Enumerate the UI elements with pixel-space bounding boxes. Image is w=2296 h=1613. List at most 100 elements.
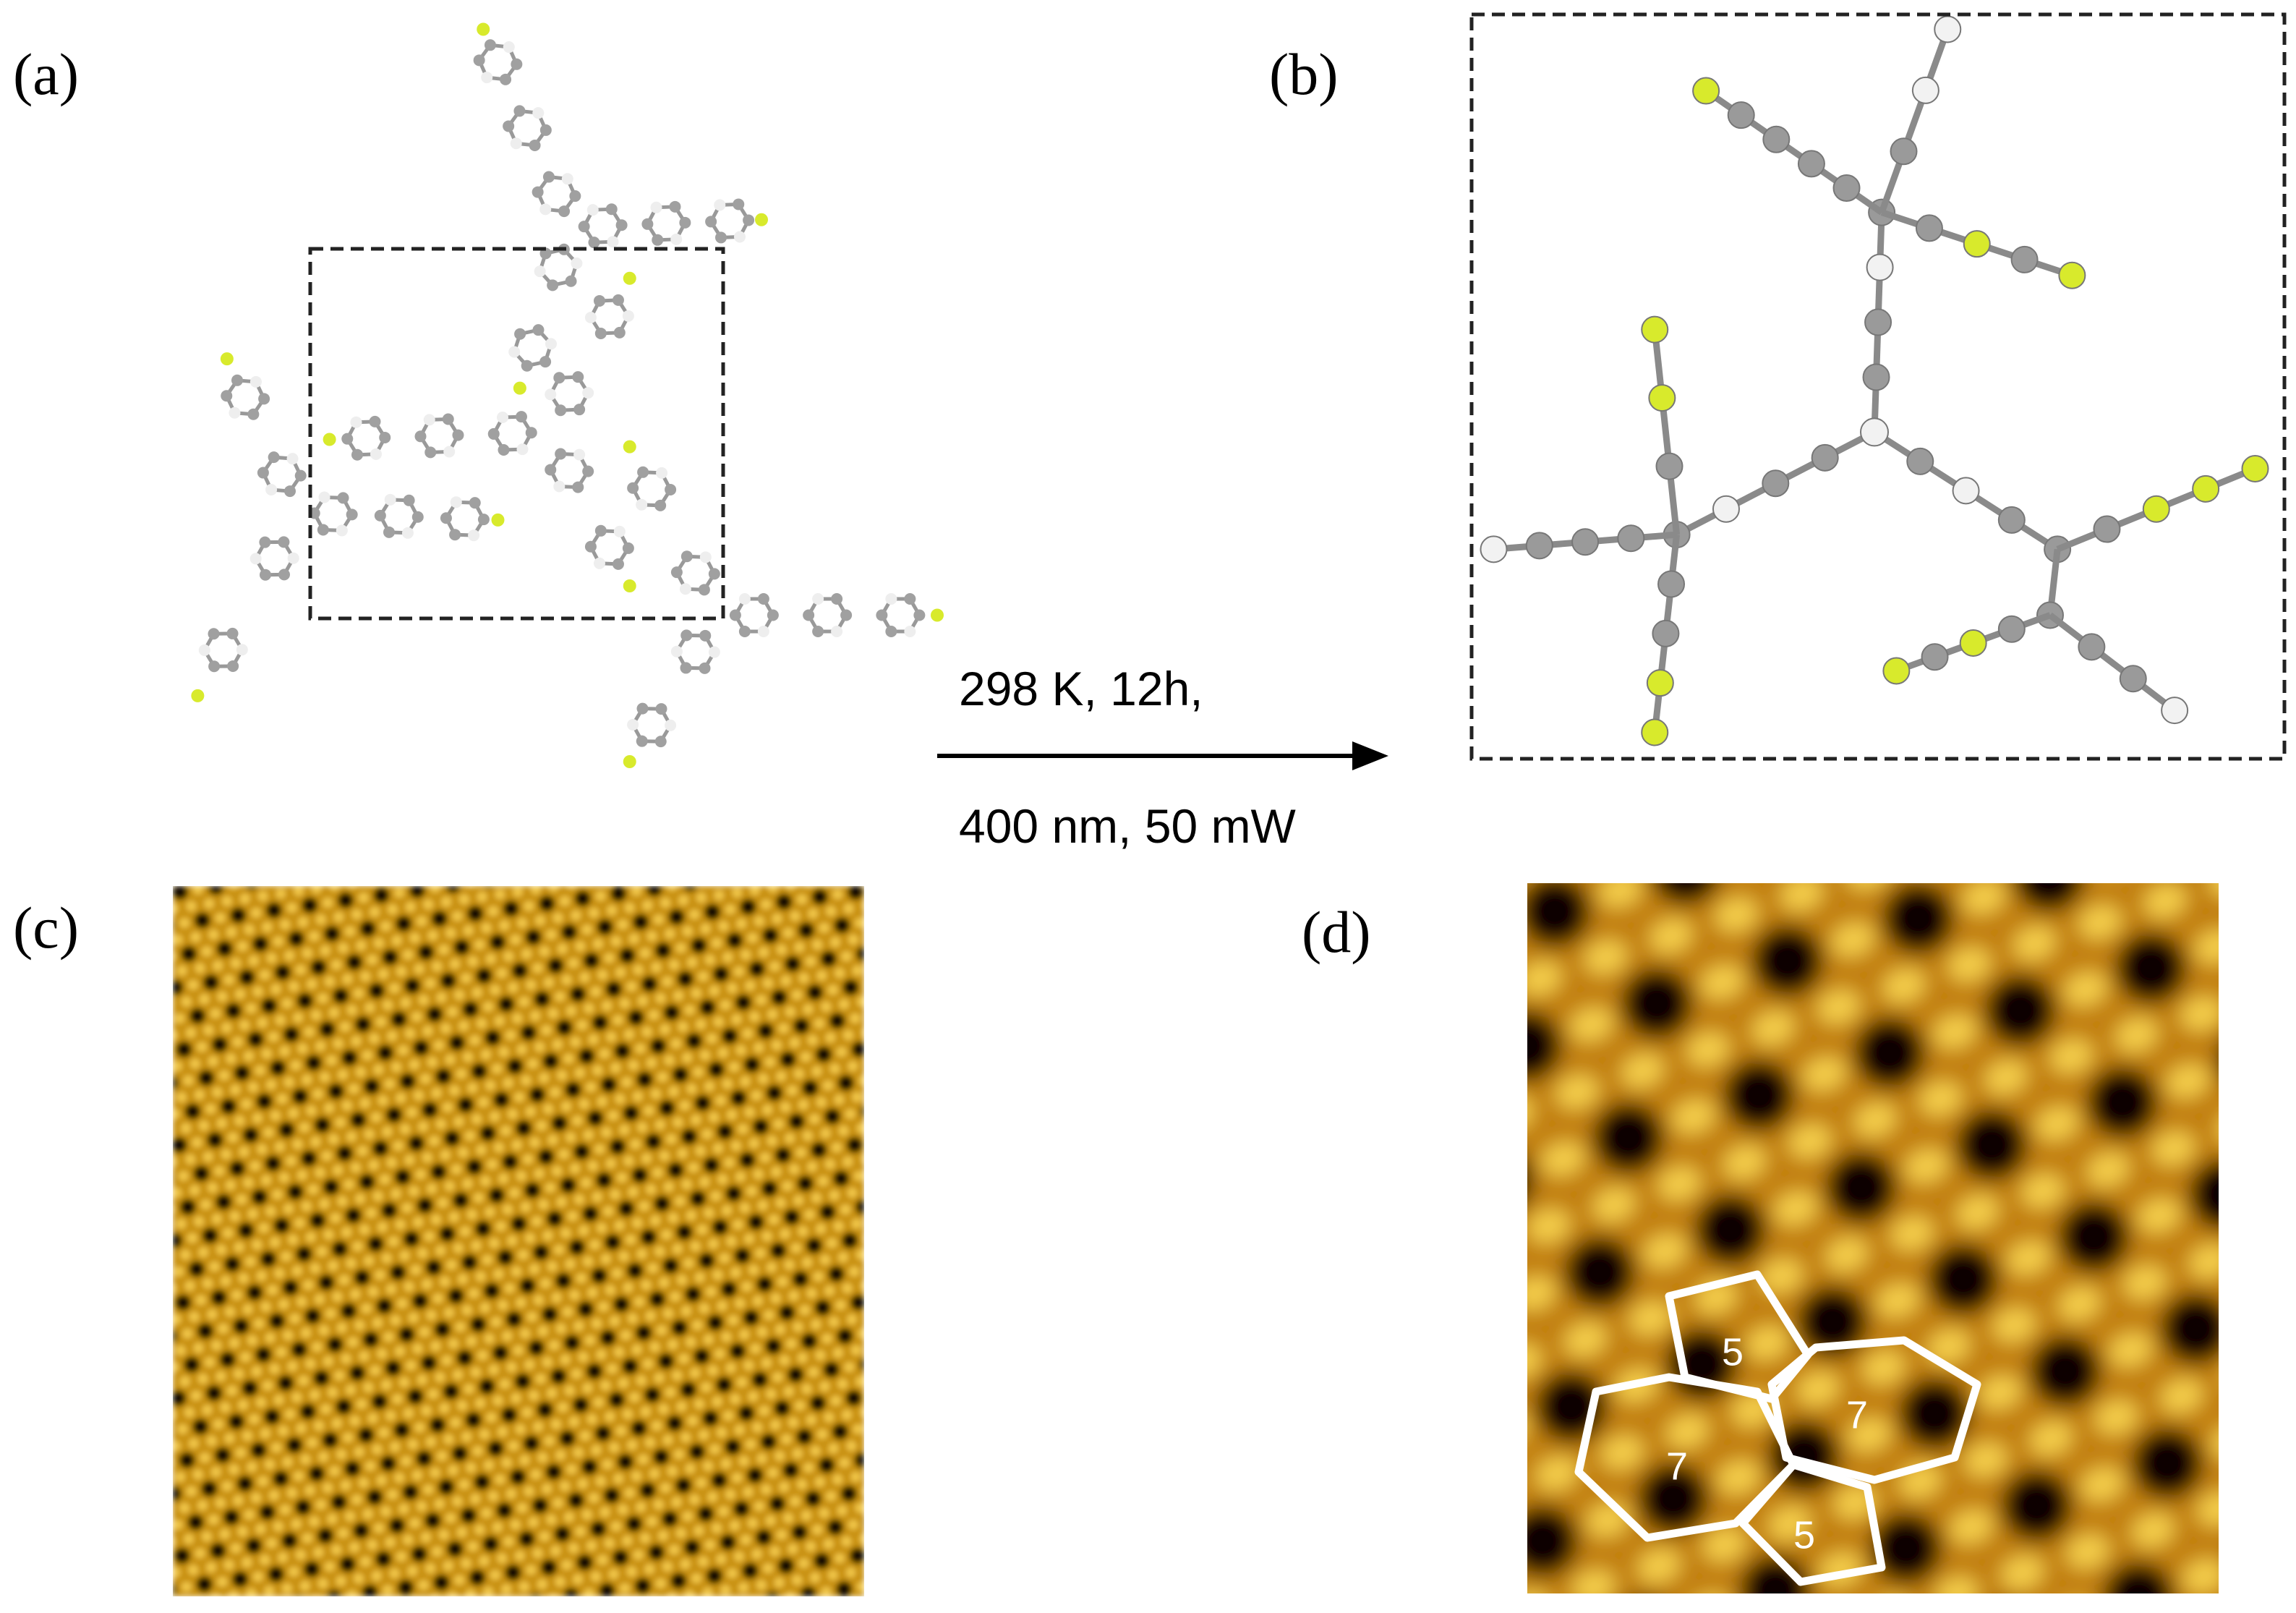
atom — [885, 626, 897, 638]
atom — [803, 609, 815, 621]
atom — [582, 387, 594, 399]
atom — [582, 465, 594, 477]
atom — [708, 646, 720, 658]
atom — [278, 536, 290, 548]
atom — [1762, 125, 1791, 153]
reaction-condition: 400 nm, 50 mW — [959, 799, 1297, 853]
atom — [287, 552, 299, 564]
atom — [613, 525, 626, 537]
atom — [904, 592, 916, 605]
atom — [733, 198, 745, 210]
atom — [227, 660, 239, 672]
atom — [652, 234, 664, 246]
zoom-box — [1469, 12, 2287, 761]
atom — [605, 203, 618, 216]
atom — [573, 404, 586, 416]
atom — [532, 186, 544, 198]
atom — [414, 430, 427, 443]
atom — [1915, 214, 1943, 242]
atom — [656, 467, 668, 479]
atom — [498, 443, 510, 456]
atom — [468, 529, 480, 542]
atom — [1963, 230, 1991, 258]
atom — [236, 644, 248, 656]
atom — [931, 608, 944, 622]
atom — [539, 356, 552, 368]
atom — [286, 453, 299, 465]
atom — [1864, 308, 1892, 336]
atom — [636, 735, 648, 747]
atom — [514, 328, 526, 340]
atom — [440, 512, 452, 524]
atom — [743, 214, 755, 226]
atom — [669, 200, 681, 213]
atom — [553, 480, 566, 493]
atom — [699, 662, 711, 674]
atom — [226, 627, 239, 639]
atom — [698, 584, 710, 596]
atom — [423, 414, 435, 426]
atom — [515, 411, 527, 423]
atom — [623, 440, 636, 454]
atom — [680, 629, 693, 642]
atom — [584, 311, 597, 323]
bond — [2048, 612, 2177, 713]
atom — [2010, 245, 2039, 273]
molecule-b — [1480, 15, 2269, 746]
atom — [336, 524, 348, 537]
atom — [885, 592, 897, 605]
atom — [477, 514, 490, 526]
atom — [383, 526, 395, 538]
panel-label: (b) — [1269, 41, 1339, 107]
atom — [346, 508, 358, 521]
atom — [351, 448, 364, 461]
atom — [641, 218, 654, 230]
atom — [2078, 633, 2106, 661]
atom — [484, 39, 496, 51]
atom — [1655, 452, 1683, 480]
atom — [2119, 665, 2147, 693]
atom — [2161, 697, 2189, 725]
atom — [1882, 657, 1911, 685]
atom — [545, 388, 557, 401]
atom — [516, 443, 529, 456]
atom — [545, 338, 557, 350]
atom — [715, 231, 727, 244]
atom — [594, 327, 607, 339]
atom — [569, 190, 581, 203]
atom — [812, 592, 824, 605]
atom — [593, 557, 605, 569]
atom — [379, 431, 391, 443]
atom — [2241, 455, 2269, 482]
atom — [539, 124, 552, 136]
defect-label: 7 — [1666, 1444, 1688, 1488]
atom — [594, 524, 607, 537]
atom — [2142, 495, 2170, 523]
atom — [1911, 76, 1939, 104]
atom — [2058, 261, 2086, 289]
atom — [1832, 174, 1861, 203]
atom — [545, 464, 557, 476]
stm-image-d — [1527, 883, 2219, 1593]
atom — [1617, 524, 1645, 553]
atom — [650, 201, 662, 213]
atom — [913, 609, 926, 621]
atom — [705, 216, 717, 228]
atom — [258, 393, 270, 405]
atom — [477, 22, 490, 36]
atom — [613, 326, 626, 339]
atom — [733, 231, 746, 243]
defect-label: 5 — [1793, 1513, 1815, 1557]
atom — [450, 496, 462, 508]
atom — [341, 433, 354, 445]
atom — [623, 271, 636, 285]
atom — [680, 550, 693, 563]
defect-outlines — [1574, 1270, 1981, 1586]
atom — [220, 352, 234, 366]
atom — [221, 390, 233, 402]
atom — [508, 346, 521, 358]
stm-image-c — [173, 886, 864, 1596]
atom — [547, 279, 559, 291]
atom — [670, 566, 683, 579]
